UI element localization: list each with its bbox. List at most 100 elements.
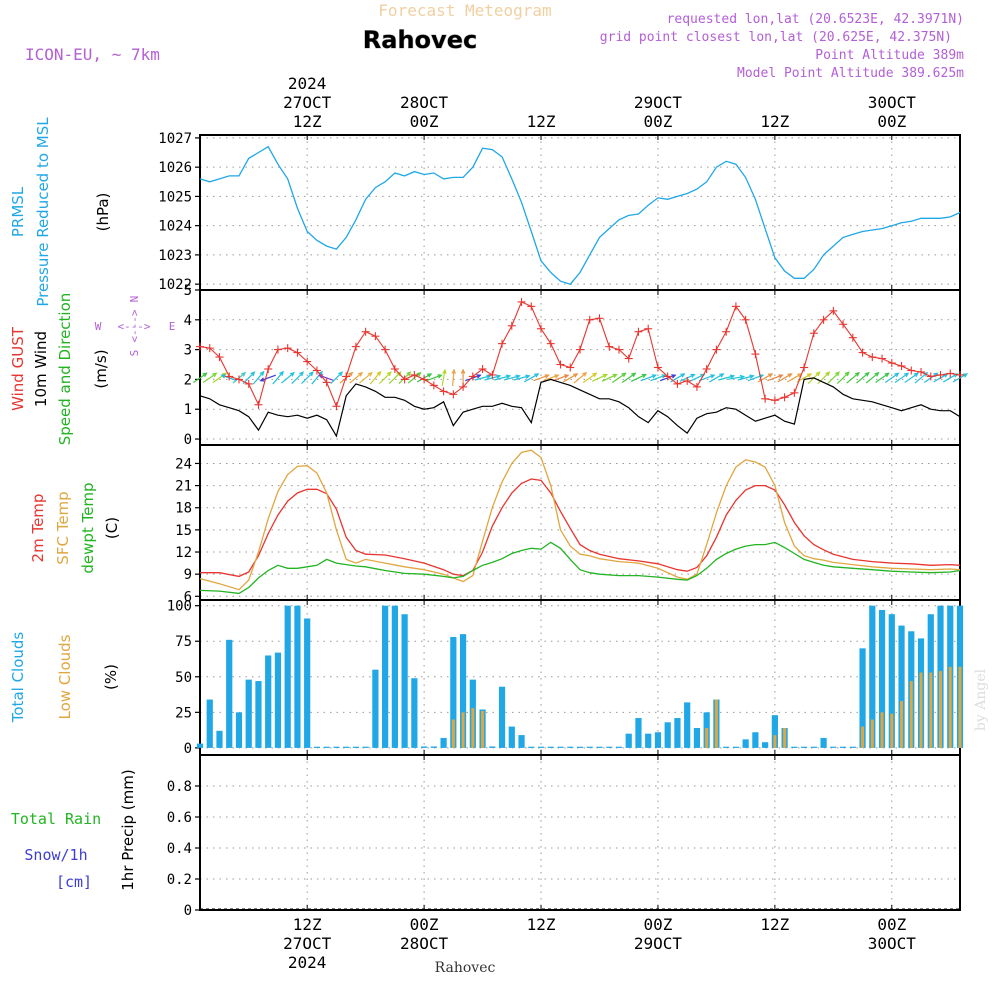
y-tick-label: 3: [184, 343, 192, 359]
wind-barb: [865, 371, 880, 384]
wind-barb: [552, 374, 570, 382]
gust-marker: [644, 324, 653, 333]
y-tick-label: 5: [184, 283, 192, 299]
total-cloud-bar: [196, 743, 204, 748]
low-cloud-bar: [939, 671, 943, 748]
legend-snow-unit: [cm]: [56, 873, 92, 891]
total-cloud-bar: [684, 702, 691, 748]
total-cloud-bar: [820, 737, 827, 748]
point-altitude: Point Altitude 389m: [815, 48, 964, 63]
series-line-10m-wind: [199, 377, 961, 438]
wind-panel: 0 1 2 3 4 5: [184, 283, 969, 448]
total-cloud-bar: [304, 618, 311, 748]
total-cloud-bar: [791, 746, 798, 748]
total-cloud-bar: [343, 746, 350, 748]
gust-marker: [293, 348, 302, 357]
gust-marker: [283, 344, 292, 353]
gust-marker: [790, 388, 799, 397]
total-cloud-bar: [235, 712, 243, 748]
gust-marker: [303, 357, 312, 366]
y-tick-label: 1024: [158, 219, 192, 235]
total-cloud-bar: [421, 746, 428, 748]
y-tick-label: 24: [175, 456, 192, 472]
gust-marker: [897, 362, 906, 371]
wind-barb: [709, 373, 725, 383]
total-cloud-bar: [606, 746, 613, 748]
gust-marker: [196, 342, 204, 351]
panel-label: Low Clouds: [56, 634, 74, 719]
gust-marker: [449, 390, 458, 399]
gust-marker: [731, 302, 740, 311]
low-cloud-bar: [481, 710, 485, 748]
total-cloud-bar: [547, 746, 554, 748]
wind-barb: [757, 373, 774, 383]
gust-marker: [624, 354, 633, 363]
wind-barb: [601, 373, 618, 382]
wind-barb: [582, 372, 598, 384]
gust-marker: [273, 345, 282, 354]
time-label: 00Z: [410, 112, 439, 131]
total-cloud-bar: [898, 625, 905, 748]
total-cloud-bar: [362, 746, 369, 748]
panel-label: dewpt Temp: [79, 482, 97, 573]
gust-marker: [800, 363, 809, 372]
gust-marker: [956, 370, 964, 379]
time-label: 12Z: [760, 112, 789, 131]
y-tick-label: 1022: [158, 277, 192, 293]
total-cloud-bar: [810, 746, 817, 748]
total-cloud-bar: [411, 678, 418, 748]
y-tick-label: 9: [184, 567, 192, 583]
panel-label: Total Clouds: [9, 632, 27, 724]
total-cloud-bar: [382, 605, 389, 748]
time-label: 00Z: [643, 112, 672, 131]
gust-marker: [351, 342, 360, 351]
series-line-line: [199, 145, 961, 285]
panel-label: Wind GUST: [9, 326, 27, 411]
wind-barb: [193, 372, 208, 384]
total-cloud-bar: [645, 733, 652, 748]
gust-marker: [809, 329, 818, 338]
gust-marker: [420, 375, 429, 384]
total-cloud-bar: [294, 605, 301, 748]
total-cloud-bar: [771, 715, 778, 748]
wind-barb: [727, 374, 746, 380]
compass-s: S: [128, 350, 141, 357]
wind-barb: [426, 374, 443, 382]
temperature-frame: [199, 444, 961, 601]
gust-marker: [917, 367, 926, 376]
time-label: 30OCT: [868, 934, 917, 953]
total-cloud-bar: [674, 718, 681, 748]
low-cloud-bar: [861, 726, 865, 748]
legend-total-rain: Total Rain: [11, 810, 101, 828]
wind-barb: [612, 372, 627, 384]
total-cloud-bar: [664, 722, 671, 748]
wind-barb: [875, 372, 890, 384]
total-cloud-bar: [615, 746, 623, 748]
gust-marker: [722, 327, 731, 336]
time-label: 00Z: [643, 915, 672, 934]
wind-barb: [524, 373, 540, 383]
gust-marker: [556, 360, 565, 369]
gust-marker: [946, 369, 955, 378]
gust-marker: [585, 315, 594, 324]
total-cloud-bar: [508, 726, 515, 748]
gust-marker: [576, 345, 584, 354]
total-cloud-bar: [372, 669, 379, 748]
y-tick-label: 1023: [158, 248, 192, 264]
wind-barb: [281, 371, 295, 384]
total-cloud-bar: [693, 727, 701, 748]
wind-barb: [451, 368, 457, 386]
y-tick-label: 0.2: [167, 872, 192, 888]
gust-marker: [887, 359, 896, 368]
low-cloud-bar: [773, 735, 777, 748]
time-label: 12Z: [760, 915, 789, 934]
total-cloud-bar: [498, 686, 506, 748]
y-tick-label: 12: [175, 545, 192, 561]
clouds-panel: 0 25 50 75 100: [167, 599, 964, 757]
gust-marker: [663, 372, 672, 381]
low-cloud-bar: [919, 672, 923, 748]
total-cloud-bar: [401, 614, 408, 748]
panel-label: (m/s): [92, 349, 110, 388]
y-tick-label: 4: [184, 313, 192, 329]
gust-marker: [839, 320, 848, 329]
